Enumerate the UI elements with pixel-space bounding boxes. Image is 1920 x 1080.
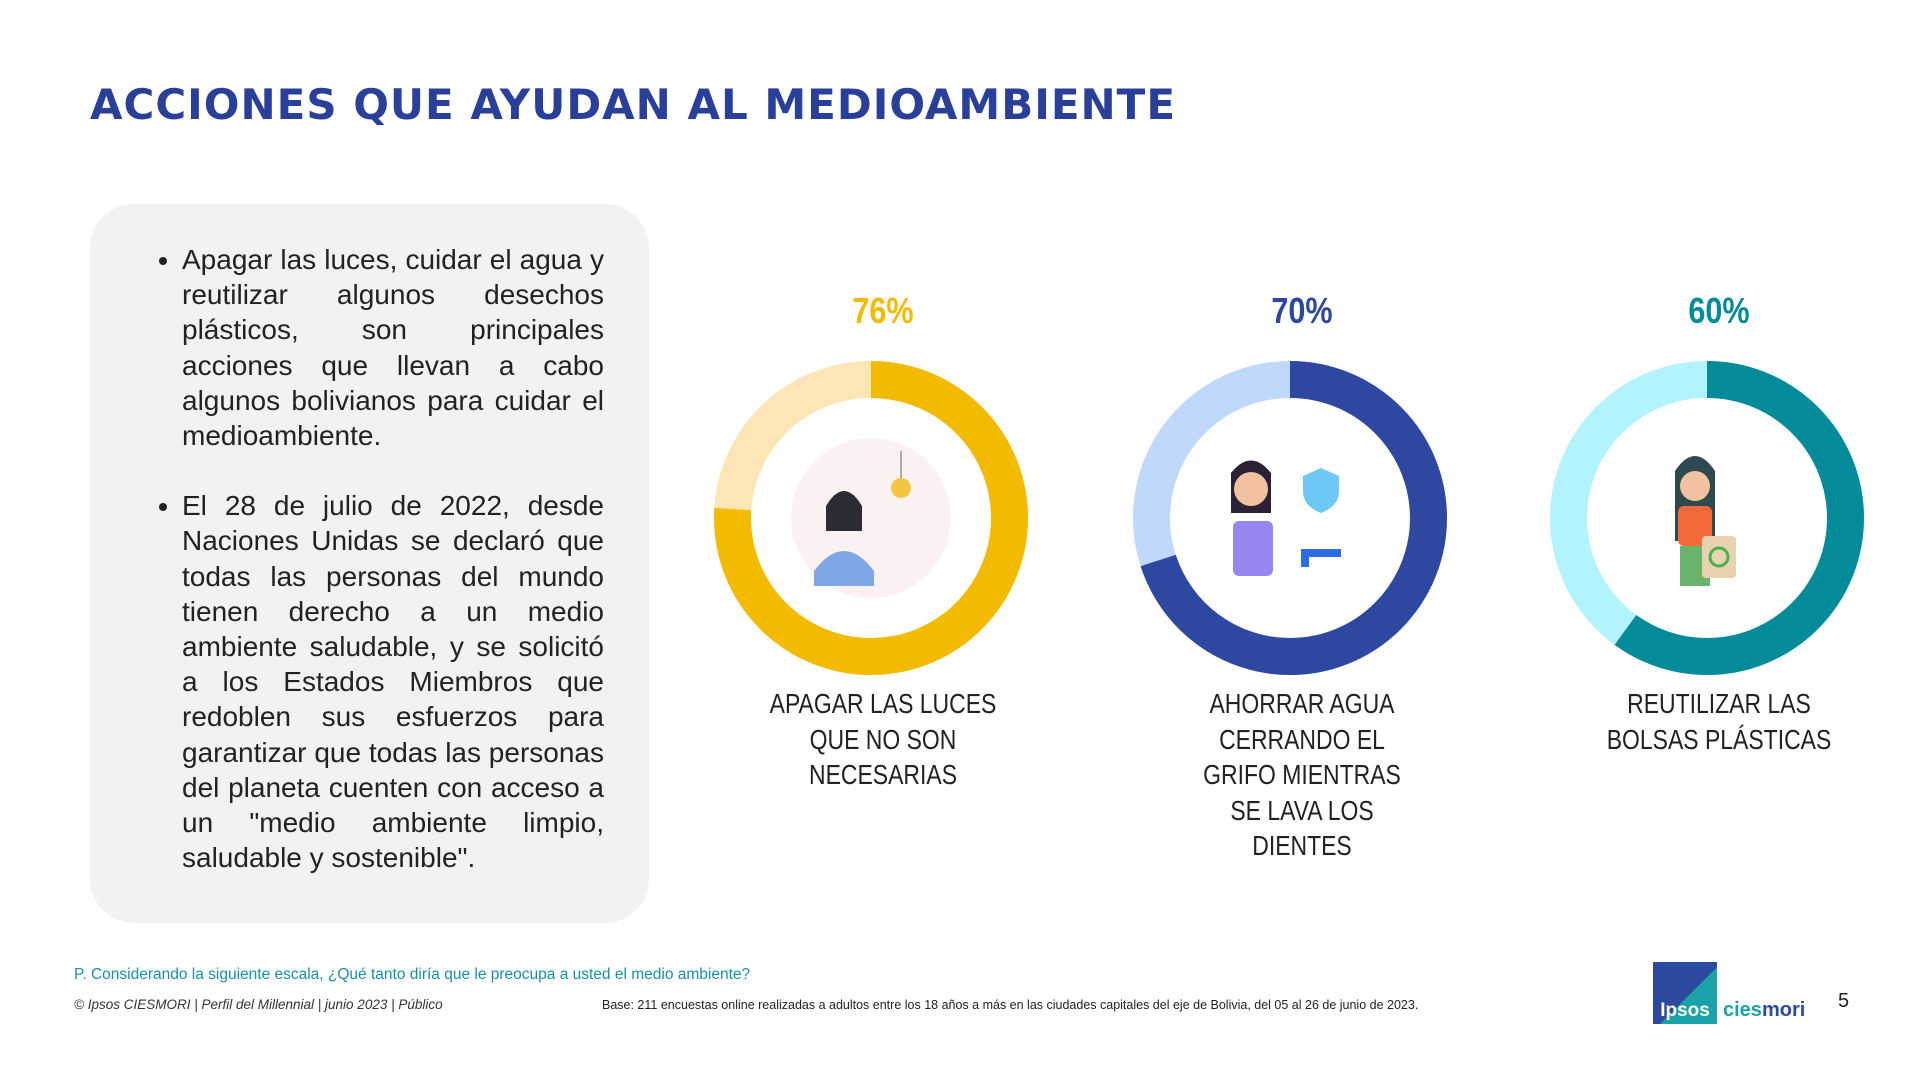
donut-chart bbox=[1550, 361, 1864, 675]
donut-chart bbox=[714, 361, 1028, 675]
sample-base-note: Base: 211 encuestas online realizadas a … bbox=[602, 998, 1419, 1012]
recycle-bag-woman-icon bbox=[1675, 456, 1736, 586]
survey-question: P. Considerando la siguiente escala, ¿Qu… bbox=[74, 966, 751, 983]
donut-value-arc bbox=[1133, 361, 1447, 675]
action-label: AHORRAR AGUA CERRANDO EL GRIFO MIENTRAS … bbox=[1203, 688, 1401, 861]
ciesmori-logo: ciesmori bbox=[1723, 999, 1806, 1021]
percent-label: 70% bbox=[1271, 290, 1333, 331]
bullet-item: Apagar las luces, cuidar el agua y reuti… bbox=[182, 242, 604, 453]
donut-chart bbox=[1133, 361, 1447, 675]
water-tap-woman-icon bbox=[1231, 460, 1341, 576]
donut-value-arc bbox=[1550, 361, 1864, 675]
action-label: REUTILIZAR LAS BOLSAS PLÁSTICAS bbox=[1606, 688, 1832, 755]
page-number: 5 bbox=[1838, 990, 1850, 1012]
copyright: © Ipsos CIESMORI | Perfil del Millennial… bbox=[74, 997, 443, 1012]
donut-value-arc bbox=[714, 361, 1028, 675]
lightbulb-woman-icon bbox=[791, 438, 951, 598]
bullet-item: El 28 de julio de 2022, desde Naciones U… bbox=[182, 488, 604, 875]
ipsos-ciesmori-logo: Ipsos ciesmori bbox=[1653, 962, 1805, 1024]
page-title: ACCIONES QUE AYUDAN AL MEDIOAMBIENTE bbox=[90, 80, 1177, 129]
action-label: APAGAR LAS LUCES QUE NO SON NECESARIAS bbox=[769, 688, 997, 790]
ipsos-logo: Ipsos bbox=[1653, 962, 1717, 1024]
percent-label: 76% bbox=[852, 290, 914, 331]
percent-label: 60% bbox=[1688, 290, 1750, 331]
summary-panel: Apagar las luces, cuidar el agua y reuti… bbox=[90, 204, 649, 923]
